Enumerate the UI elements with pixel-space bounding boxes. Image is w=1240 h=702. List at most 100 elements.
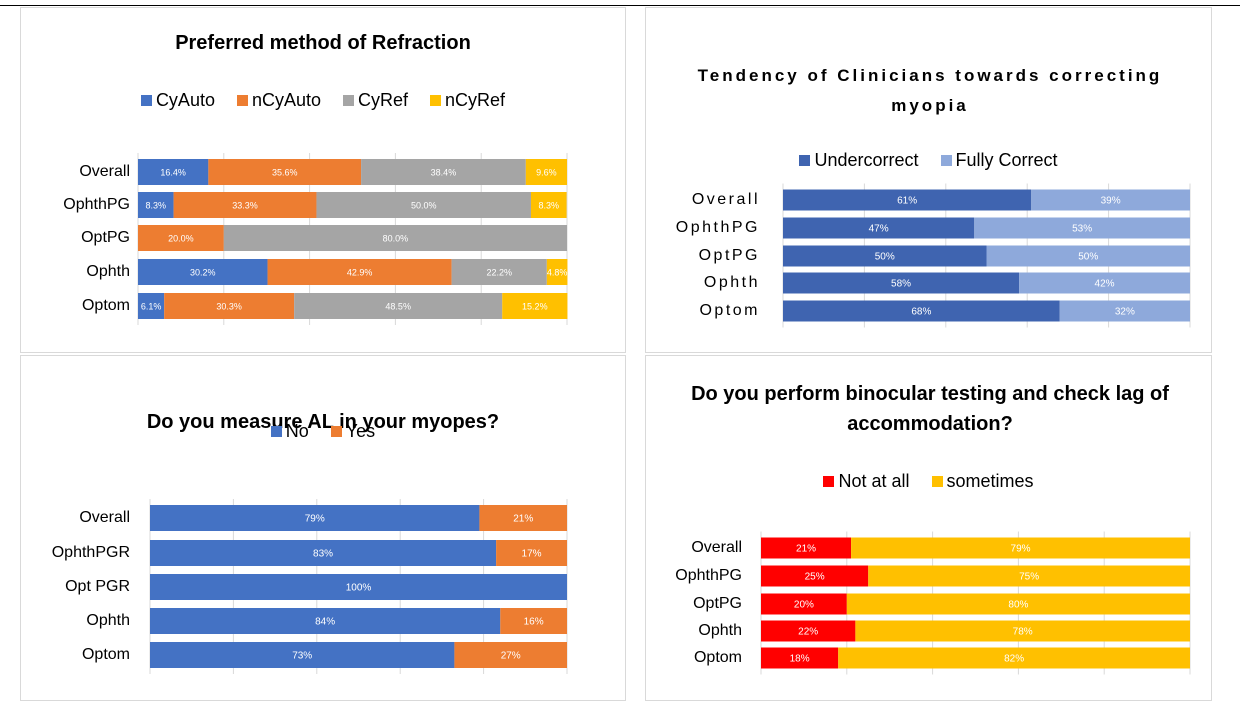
chart-title: Preferred method of Refraction [175,32,471,54]
data-label: 75% [1019,572,1039,583]
legend: CyAuto nCyAuto CyRef nCyRef [20,90,626,111]
bar-segment [500,608,567,634]
legend-label: Undercorrect [814,150,919,170]
top-rule [0,5,1240,6]
legend: Undercorrect Fully Correct [645,150,1212,171]
bar-segment [1031,189,1190,211]
bar-segment [855,620,1190,642]
data-label: 27% [501,651,521,662]
bar-segment [986,245,1190,267]
data-label: 33.3% [232,200,258,210]
data-label: 68% [911,307,931,318]
data-label: 4.8% [547,267,568,277]
data-label: 30.2% [190,267,216,277]
bar-segment [208,159,362,185]
legend-swatch [330,426,342,437]
data-label: 25% [805,572,825,583]
bar-segment [846,593,1190,615]
bar-segment [138,159,209,185]
data-label: 78% [1013,627,1033,638]
bar-segment [361,159,526,185]
bar-segment [530,192,567,218]
legend: No Yes [20,421,626,442]
legend-item: nCyRef [430,90,505,111]
y-tick-label: Optom [694,649,742,666]
data-label: 39% [1101,196,1121,207]
legend-label: No [285,421,309,441]
data-label: 82% [1004,654,1024,665]
bar-segment [173,192,317,218]
panel [645,7,1212,353]
bar-segment [838,647,1190,669]
legend-item: sometimes [931,471,1034,492]
legend-swatch [270,426,282,437]
chart-title: Do you measure AL in your myopes? [146,411,500,433]
y-tick-label: OphthPG [675,567,742,584]
y-tick-label: Ophth [86,263,130,280]
data-label: 18% [790,654,810,665]
legend-label: Not at all [838,471,910,491]
y-tick-label: Ophth [704,274,760,291]
bar-segment [1059,300,1190,322]
data-label: 8.3% [146,200,167,210]
legend-swatch [823,476,835,487]
bar-segment [496,540,567,566]
data-label: 15.2% [522,301,548,311]
data-label: 53% [1072,224,1092,235]
bar-segment [761,537,852,559]
data-label: 38.4% [431,167,457,177]
bar-segment [138,259,268,285]
bar-segment [546,259,568,285]
data-label: 20% [794,600,814,611]
data-label: 50% [1078,252,1098,263]
data-label: 21% [796,544,816,555]
data-label: 30.3% [216,301,242,311]
bar-segment [267,259,452,285]
y-tick-label: Opt PGR [65,578,130,595]
data-label: 42.9% [347,267,373,277]
legend-label: nCyAuto [251,90,322,110]
bar-segment [316,192,531,218]
y-tick-label: Overall [79,509,130,526]
legend: Not at all sometimes [645,471,1212,492]
bar-segment [783,300,1060,322]
chart-title: Tendency of Clinicians towards correctin… [697,66,1163,115]
bar-segment [502,293,568,319]
legend-swatch [430,95,442,106]
y-tick-label: OphthPG [676,219,760,236]
legend-swatch [236,95,248,106]
data-label: 48.5% [385,301,411,311]
data-label: 83% [313,549,333,560]
data-label: 16.4% [160,167,186,177]
legend-swatch [940,155,952,166]
data-label: 8.3% [539,200,560,210]
y-tick-label: Ophth [698,622,742,639]
data-label: 80% [1008,600,1028,611]
bar-segment [150,574,567,600]
data-label: 50% [875,252,895,263]
data-label: 32% [1115,307,1135,318]
bar-segment [223,225,568,251]
bar-segment [454,642,567,668]
data-label: 79% [1011,544,1031,555]
legend-item: Not at all [823,471,910,492]
legend-item: nCyAuto [236,90,322,111]
bar-segment [294,293,503,319]
y-tick-label: Overall [79,163,130,180]
legend-swatch [931,476,943,487]
bar-segment [783,245,987,267]
legend-label: Yes [345,421,376,441]
legend-swatch [343,95,355,106]
bar-segment [761,593,847,615]
legend-label: CyRef [358,90,409,110]
data-label: 61% [897,196,917,207]
data-label: 42% [1095,279,1115,290]
data-label: 21% [513,514,533,525]
panel [20,7,626,353]
data-label: 9.6% [536,167,557,177]
data-label: 47% [869,224,889,235]
legend-swatch [140,95,152,106]
panel [645,355,1212,701]
legend-label: nCyRef [445,90,506,110]
bar-segment [138,225,224,251]
